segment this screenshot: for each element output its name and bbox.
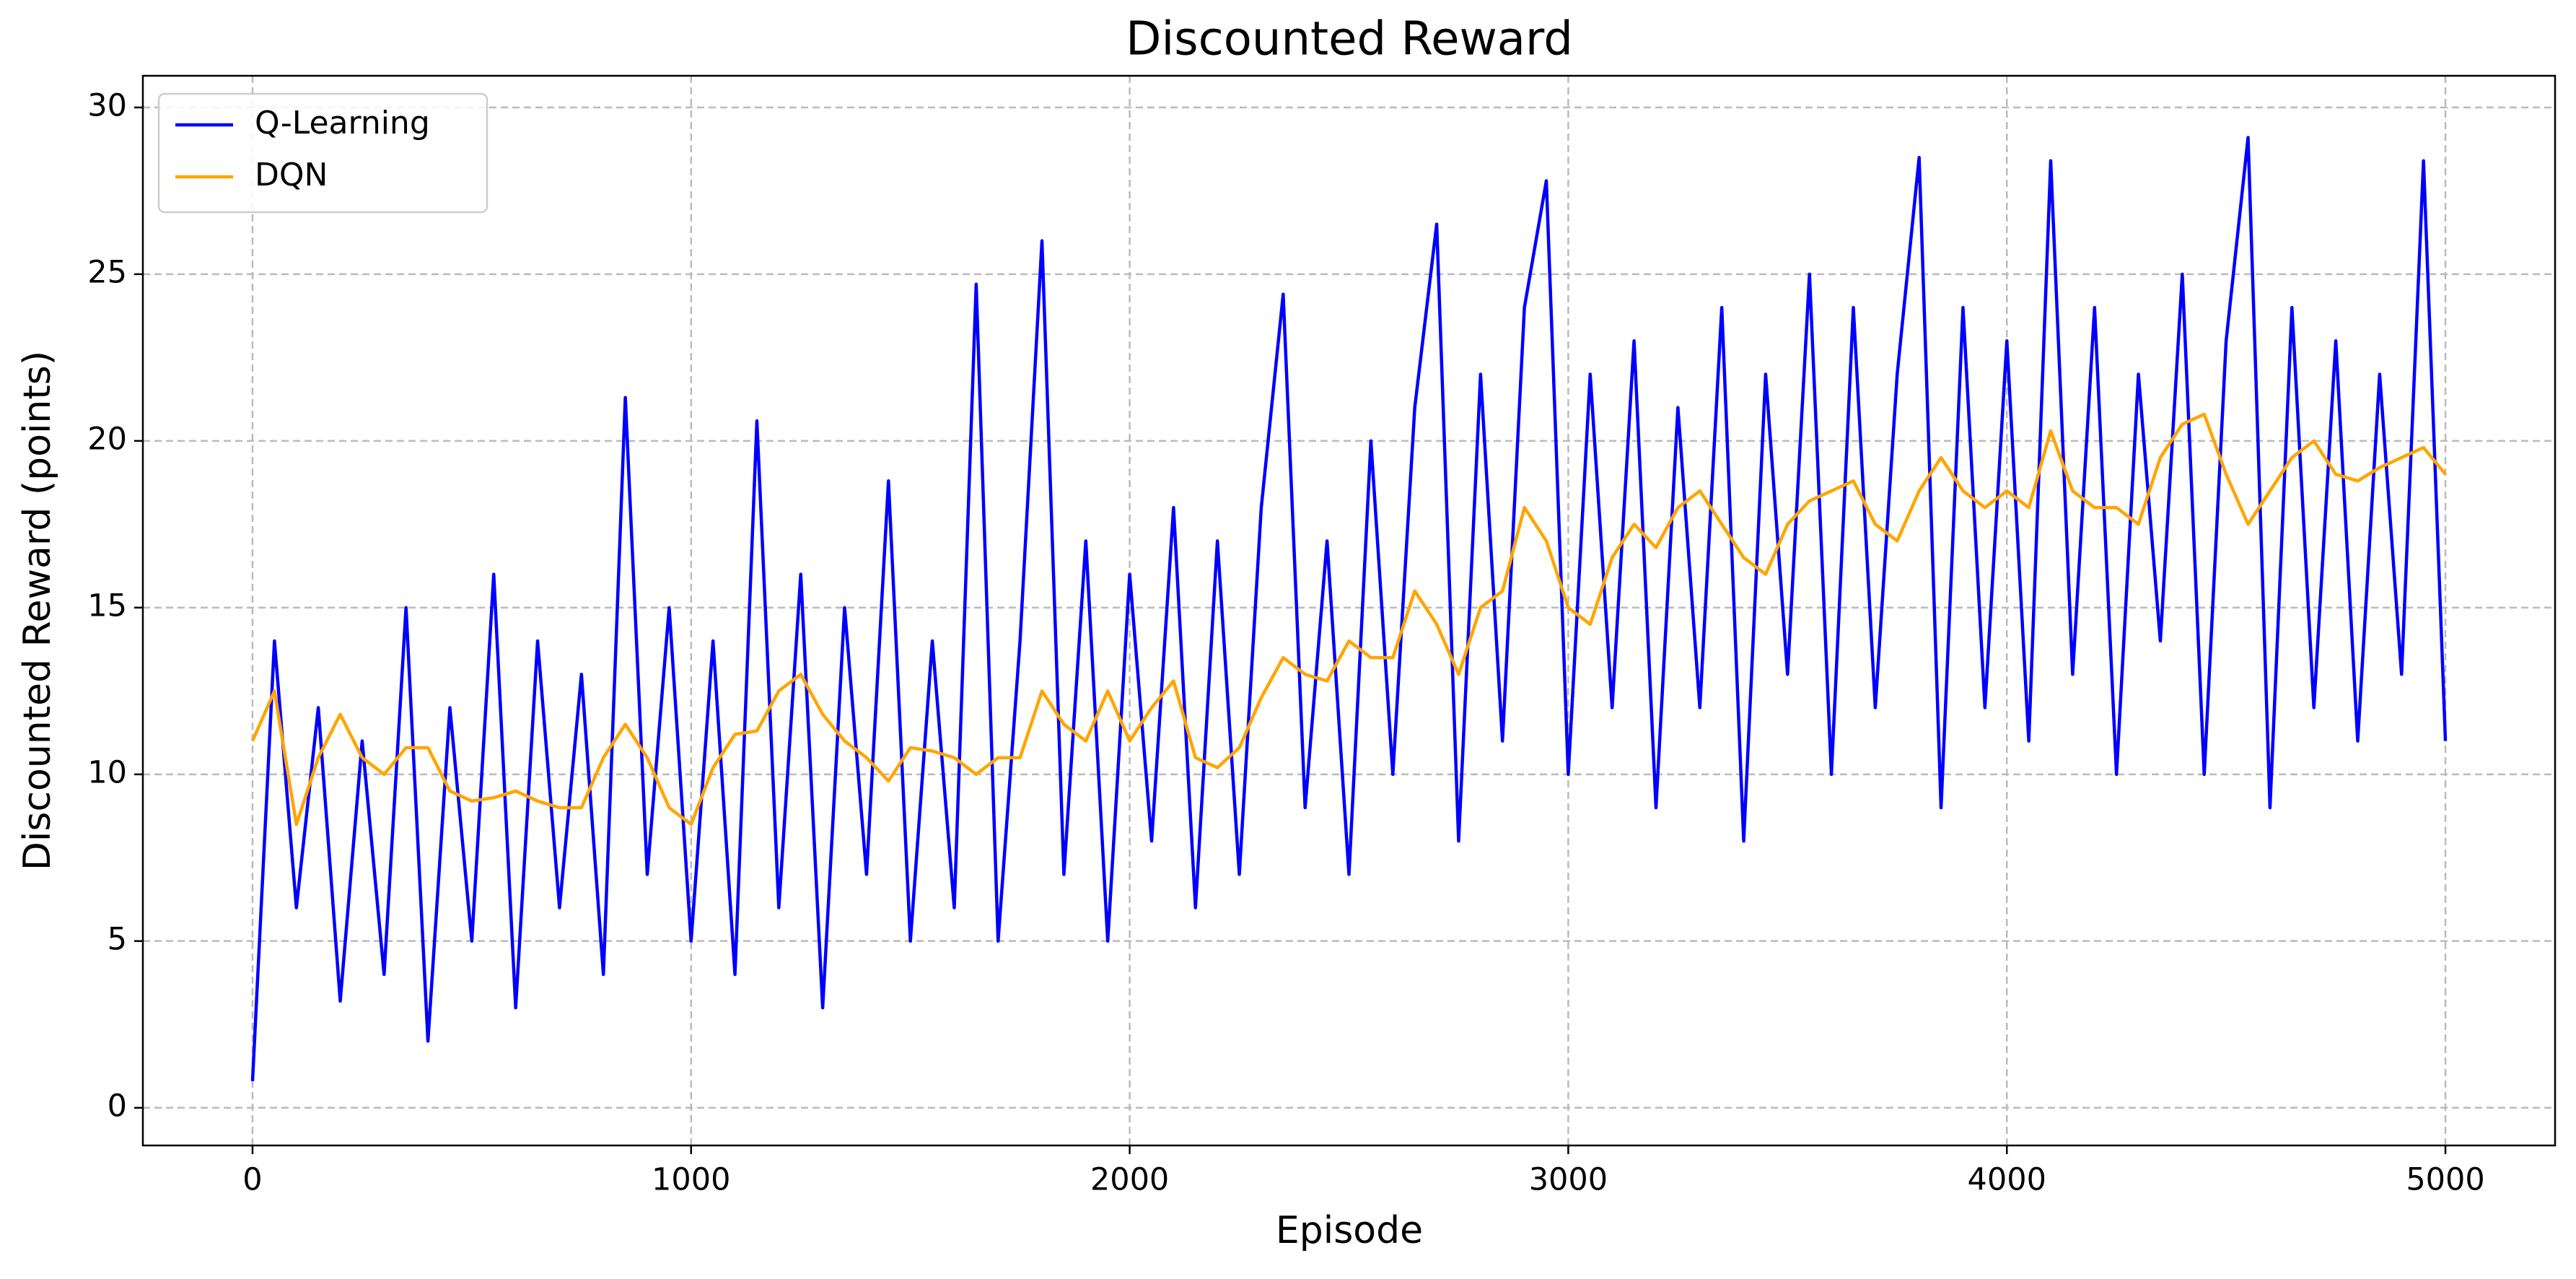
y-tick-label: 0 — [108, 1088, 127, 1124]
y-tick-label: 10 — [87, 754, 127, 790]
x-tick-label: 0 — [242, 1162, 262, 1198]
legend-label: Q-Learning — [255, 105, 430, 141]
x-tick-label: 5000 — [2406, 1162, 2484, 1198]
y-tick-label: 20 — [87, 421, 127, 457]
y-tick-label: 30 — [87, 87, 127, 123]
chart-title: Discounted Reward — [1126, 13, 1573, 66]
x-tick-label: 1000 — [652, 1162, 730, 1198]
y-tick-label: 15 — [87, 588, 127, 624]
x-axis-label: Episode — [1276, 1209, 1423, 1252]
legend-label: DQN — [255, 157, 328, 193]
data-line — [250, 412, 2447, 826]
legend-box — [157, 92, 489, 214]
x-tick-label: 2000 — [1090, 1162, 1169, 1198]
plot-frame — [141, 74, 2557, 1147]
x-tick-label: 3000 — [1529, 1162, 1608, 1198]
x-tick-label: 4000 — [1968, 1162, 2046, 1198]
y-tick-label: 25 — [87, 254, 127, 290]
y-tick-label: 5 — [108, 921, 127, 957]
y-axis-label: Discounted Reward (points) — [16, 351, 59, 870]
data-line — [250, 136, 2448, 1081]
